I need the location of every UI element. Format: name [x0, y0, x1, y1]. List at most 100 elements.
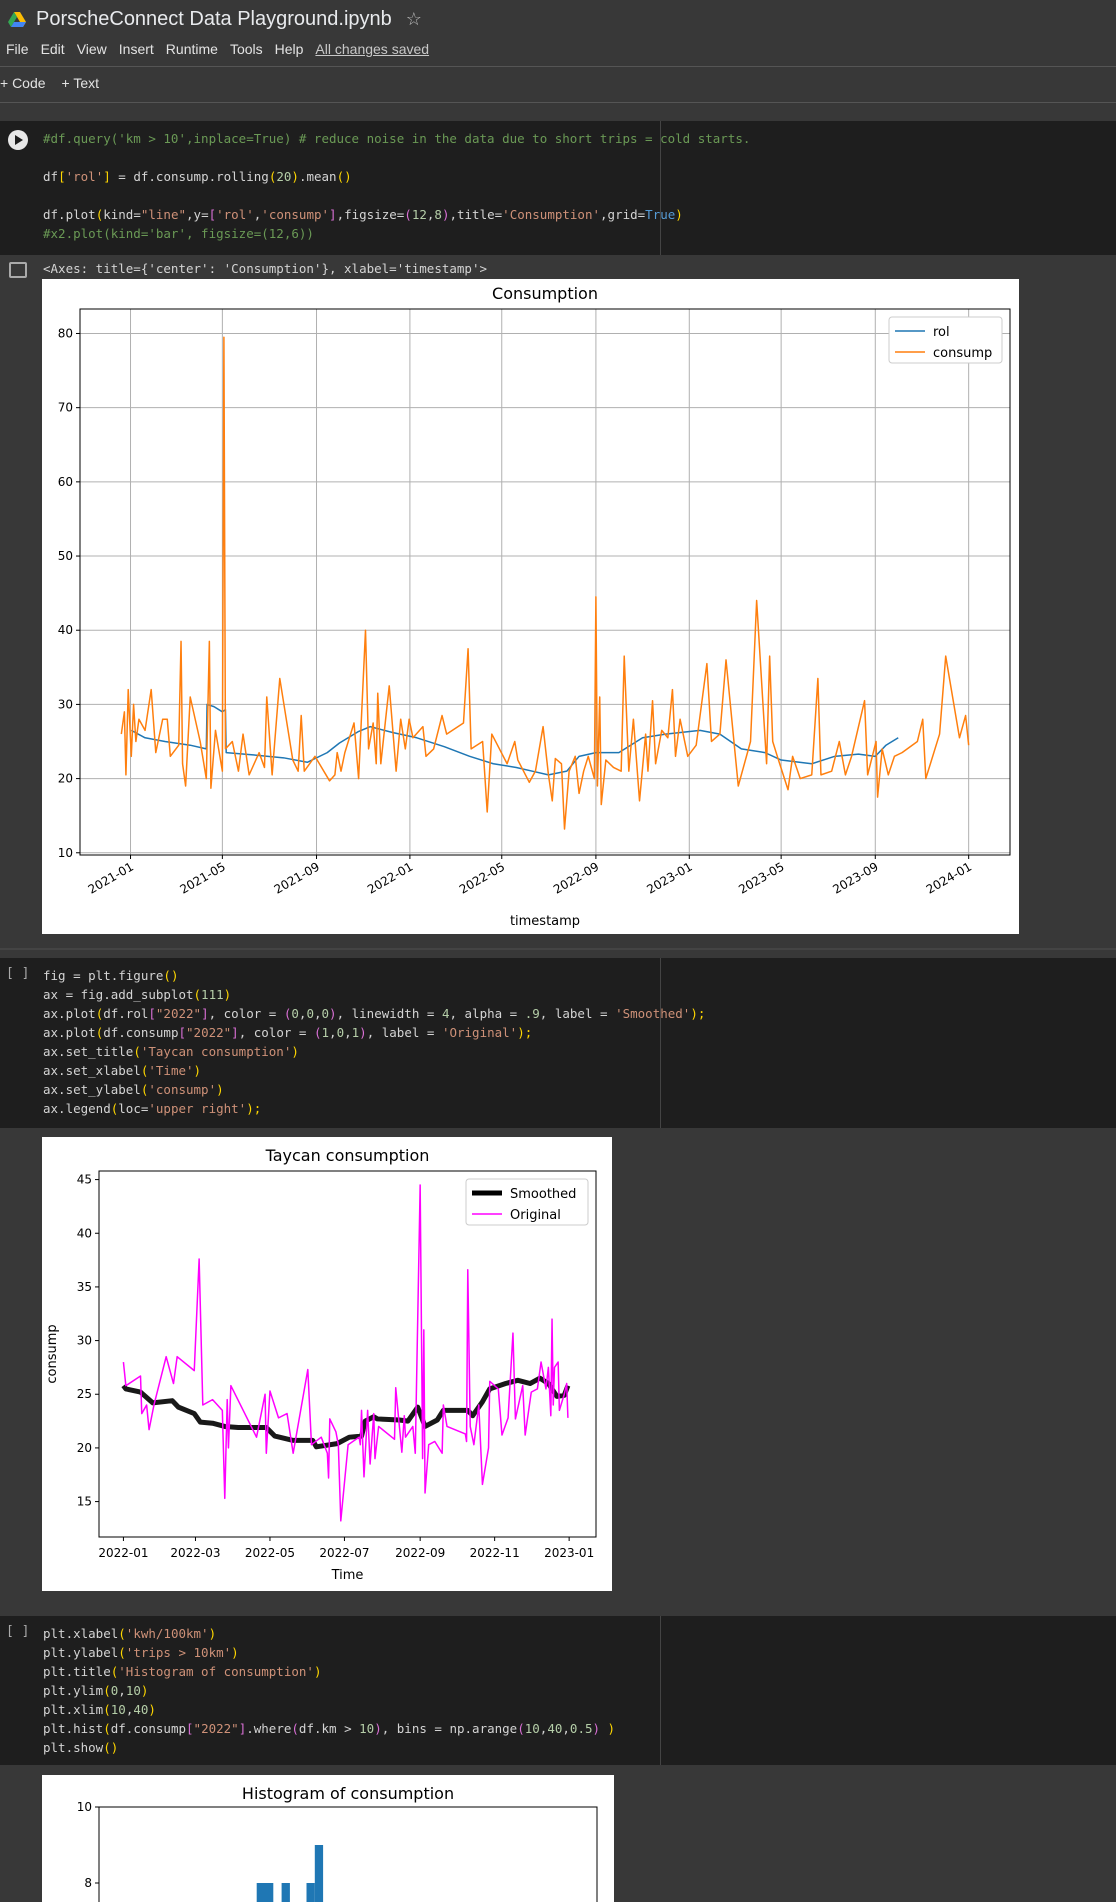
code-token: ): [216, 1082, 224, 1097]
taycan-consumption-chart: Taycan consumption 2022-01 2022-03 2022-05 2…: [42, 1137, 612, 1591]
code-token: #df.query('km > 10',inplace=True) # redu…: [43, 131, 751, 146]
add-text-button[interactable]: + Text: [61, 75, 100, 91]
code-token: ]: [329, 207, 337, 222]
code-token: ,: [344, 1025, 352, 1040]
code-token: plt.ylim: [43, 1683, 104, 1698]
code-token: (: [95, 1025, 104, 1040]
code-token: ,: [118, 1683, 126, 1698]
code-token: ax.legend: [43, 1101, 111, 1116]
code-token: ): [223, 987, 232, 1002]
code-token: kind=: [103, 207, 141, 222]
code-token: ]: [238, 1721, 247, 1736]
legend-label: consump: [933, 346, 992, 361]
code-token: 'upper right': [148, 1101, 247, 1116]
google-drive-icon: [8, 11, 26, 27]
y-tick-label: 20: [77, 1441, 92, 1455]
code-editor[interactable]: #df.query('km > 10',inplace=True) # redu…: [43, 129, 750, 243]
code-token: 10: [110, 1702, 126, 1717]
code-token: 40: [133, 1702, 149, 1717]
code-token: 0.5: [569, 1721, 593, 1736]
code-token: plt.xlabel: [43, 1626, 119, 1641]
code-token: ]: [103, 169, 111, 184]
code-token: ]: [201, 1006, 209, 1021]
code-token: 'trips > 10km': [125, 1645, 232, 1660]
code-token: (: [103, 1721, 111, 1736]
star-icon[interactable]: ☆: [405, 9, 422, 29]
code-line: ax.set_xlabel('Time'): [43, 1061, 705, 1080]
ruler-line: [660, 1616, 661, 1765]
run-cell-button[interactable]: [8, 130, 28, 150]
x-tick-label: 2024-01: [924, 859, 974, 896]
code-token: 1: [321, 1025, 330, 1040]
code-cell-3[interactable]: [ ] plt.xlabel('kwh/100km') plt.ylabel('t…: [0, 1616, 1116, 1765]
code-token: ,: [298, 1006, 307, 1021]
code-token: (): [336, 169, 352, 184]
y-tick-label: 70: [58, 401, 73, 415]
x-tick-label: 2021-05: [177, 859, 227, 896]
code-token: 0: [110, 1683, 119, 1698]
code-token: (: [103, 1702, 111, 1717]
menu-tools[interactable]: Tools: [229, 41, 263, 57]
y-tick-label: 40: [58, 623, 73, 637]
output-icon[interactable]: [9, 262, 27, 278]
code-token: 10: [359, 1721, 375, 1736]
menu-view[interactable]: View: [76, 41, 107, 57]
code-token: (: [118, 1645, 126, 1660]
code-token: (: [110, 1101, 119, 1116]
cell-run-bracket[interactable]: [ ]: [6, 1624, 30, 1639]
add-code-button[interactable]: + Code: [0, 75, 46, 91]
code-line: ax.plot(df.rol["2022"], color = (0,0,0),…: [43, 1004, 705, 1023]
code-token: 4: [441, 1006, 450, 1021]
code-line: fig = plt.figure(): [43, 966, 705, 985]
cell-run-bracket[interactable]: [ ]: [6, 966, 30, 981]
x-tick-label: 2022-01: [365, 859, 415, 896]
notebook-title[interactable]: PorscheConnect Data Playground.ipynb: [36, 8, 392, 30]
code-token: (: [103, 1683, 111, 1698]
menu-insert[interactable]: Insert: [118, 41, 154, 57]
code-token: (: [283, 1006, 292, 1021]
ruler-line: [660, 958, 661, 1128]
code-token: 1: [351, 1025, 360, 1040]
code-cell-2[interactable]: [ ] fig = plt.figure() ax = fig.add_subpl…: [0, 958, 1116, 1128]
code-token: 'consump': [261, 207, 330, 222]
code-editor[interactable]: plt.xlabel('kwh/100km') plt.ylabel('trips…: [43, 1624, 615, 1757]
code-cell-1[interactable]: #df.query('km > 10',inplace=True) # redu…: [0, 121, 1116, 255]
code-line: ax.plot(df.consump["2022"], color = (1,0…: [43, 1023, 705, 1042]
code-token: ax.set_xlabel: [43, 1063, 141, 1078]
y-tick-label: 8: [84, 1876, 92, 1890]
code-token: 0: [306, 1006, 314, 1021]
save-status[interactable]: All changes saved: [315, 41, 430, 57]
code-token: 'Taycan consumption': [140, 1044, 292, 1059]
x-tick-label: 2022-05: [457, 859, 507, 896]
code-token: #x2.plot(kind='bar', figsize=(12,6)): [43, 226, 314, 241]
plot-frame: [98, 1170, 597, 1538]
code-editor[interactable]: fig = plt.figure() ax = fig.add_subplot(1…: [43, 966, 705, 1118]
menu-runtime[interactable]: Runtime: [165, 41, 218, 57]
menu-help[interactable]: Help: [274, 41, 304, 57]
code-line: ax.set_title('Taycan consumption'): [43, 1042, 705, 1061]
code-token: df: [43, 169, 59, 184]
code-token: df.plot: [43, 207, 96, 222]
x-tick-label: 2022-11: [470, 1546, 520, 1560]
code-token: 40: [547, 1721, 563, 1736]
code-token: , alpha =: [449, 1006, 525, 1021]
series-smoothed-line: [121, 1375, 571, 1450]
code-token: (: [268, 169, 277, 184]
code-token: 0: [321, 1006, 330, 1021]
code-token: (: [291, 1721, 299, 1736]
code-token: , label =: [539, 1006, 616, 1021]
code-token: = df.consump.rolling: [110, 169, 269, 184]
plot-frame: [79, 308, 1011, 856]
code-token: 'Time': [148, 1063, 194, 1078]
divider: [0, 66, 1116, 67]
y-tick-label: 20: [58, 772, 73, 786]
code-token: ,: [426, 207, 435, 222]
code-token: .mean: [298, 169, 337, 184]
code-token: "2022": [155, 1006, 202, 1021]
code-token: ,: [539, 1721, 548, 1736]
code-token: ): [374, 1721, 382, 1736]
menu-edit[interactable]: Edit: [40, 41, 65, 57]
menu-file[interactable]: File: [6, 41, 29, 57]
code-token: ): [441, 207, 450, 222]
code-token: "2022": [193, 1721, 239, 1736]
